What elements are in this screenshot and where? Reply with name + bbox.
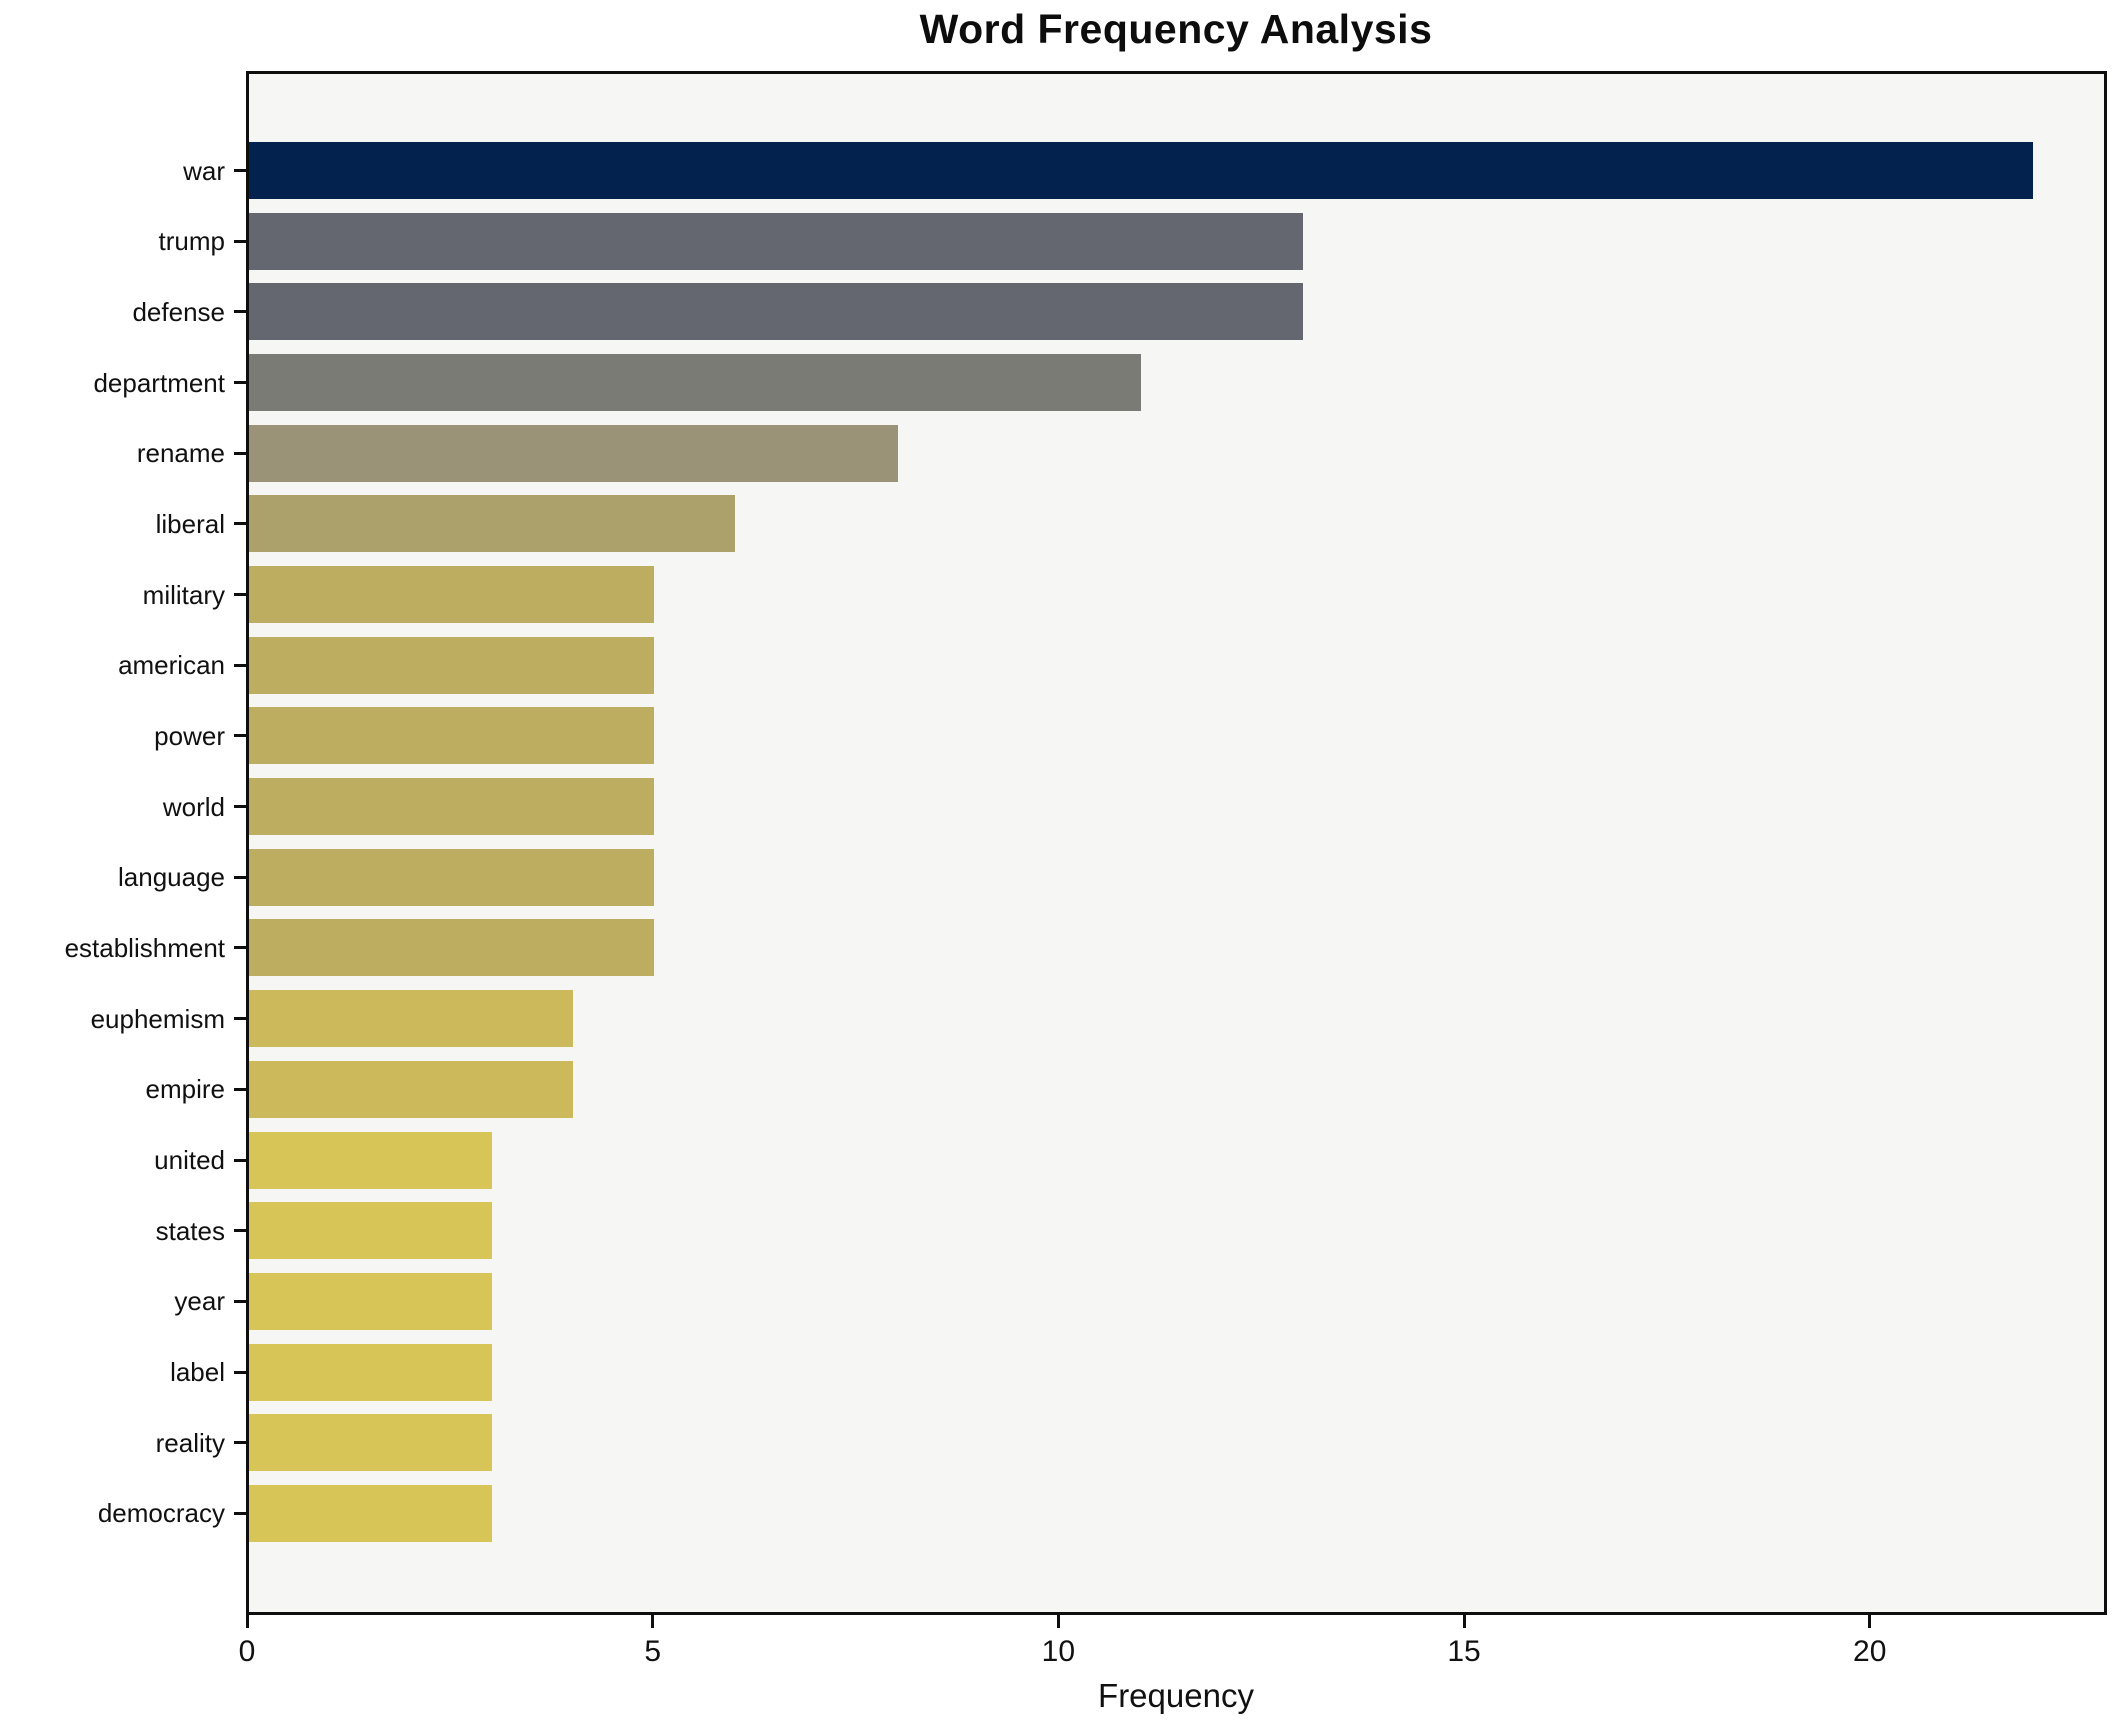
bar-liberal [248, 495, 736, 553]
y-tick-label-department: department [93, 367, 225, 398]
x-tick-label-0: 0 [238, 1635, 256, 1668]
x-tick-label-20: 20 [1853, 1635, 1887, 1668]
x-tick-label-15: 15 [1447, 1635, 1481, 1668]
bar-department [248, 354, 1141, 412]
y-tick-label-empire: empire [145, 1074, 225, 1105]
bar-military [248, 566, 655, 624]
y-tick-label-military: military [142, 579, 225, 610]
bar-united [248, 1131, 492, 1189]
bar-world [248, 778, 655, 836]
y-tick-reality [234, 1441, 246, 1445]
y-tick-war [234, 169, 246, 172]
y-tick-label-united: united [154, 1145, 225, 1176]
y-tick-label-reality: reality [155, 1427, 225, 1458]
y-tick-establishment [234, 946, 246, 950]
y-tick-label-power: power [154, 720, 225, 751]
bar-power [248, 707, 655, 765]
bar-rename [248, 424, 898, 482]
bar-trump [248, 212, 1304, 270]
y-tick-department [234, 381, 246, 385]
bar-euphemism [248, 990, 574, 1048]
y-tick-american [234, 663, 246, 667]
y-tick-military [234, 593, 246, 597]
bar-democracy [248, 1484, 492, 1542]
y-tick-rename [234, 451, 246, 455]
x-tick-20 [1868, 1614, 1872, 1628]
y-tick-liberal [234, 522, 246, 526]
y-tick-label-liberal: liberal [155, 508, 225, 539]
y-tick-label-euphemism: euphemism [90, 1003, 225, 1034]
y-tick-label-world: world [162, 791, 225, 822]
y-tick-power [234, 734, 246, 738]
y-tick-trump [234, 239, 246, 243]
y-tick-empire [234, 1087, 246, 1091]
y-tick-year [234, 1299, 246, 1303]
bar-defense [248, 283, 1304, 341]
y-tick-label-label: label [170, 1357, 225, 1388]
bar-states [248, 1202, 492, 1260]
y-tick-label-american: american [118, 650, 225, 681]
y-tick-label-states: states [155, 1215, 225, 1246]
chart-title: Word Frequency Analysis [919, 6, 1433, 52]
bar-american [248, 636, 655, 694]
y-tick-label [234, 1370, 246, 1374]
x-tick-15 [1462, 1614, 1466, 1628]
y-tick-label-war: war [183, 155, 225, 186]
y-tick-label-establishment: establishment [64, 932, 225, 963]
x-tick-label-10: 10 [1041, 1635, 1076, 1668]
y-tick-democracy [234, 1511, 246, 1515]
y-tick-label-trump: trump [158, 226, 225, 257]
y-tick-label-year: year [174, 1286, 225, 1317]
x-axis-label: Frequency [1098, 1677, 1254, 1714]
y-tick-states [234, 1229, 246, 1233]
x-tick-label-5: 5 [644, 1635, 662, 1668]
bar-language [248, 848, 655, 906]
bar-reality [248, 1414, 492, 1472]
y-tick-label-democracy: democracy [97, 1498, 225, 1529]
x-tick-5 [651, 1614, 655, 1628]
y-tick-label-rename: rename [136, 438, 225, 469]
y-tick-euphemism [234, 1017, 246, 1021]
bar-establishment [248, 919, 655, 977]
y-tick-world [234, 805, 246, 809]
y-tick-label-language: language [118, 862, 225, 893]
bar-label [248, 1343, 492, 1401]
y-tick-united [234, 1158, 246, 1162]
y-tick-language [234, 875, 246, 879]
bar-year [248, 1272, 492, 1330]
x-tick-10 [1056, 1614, 1060, 1628]
y-tick-label-defense: defense [132, 296, 225, 327]
bar-empire [248, 1060, 574, 1118]
x-tick-0 [245, 1614, 249, 1628]
bar-war [248, 142, 2034, 199]
y-tick-defense [234, 310, 246, 314]
